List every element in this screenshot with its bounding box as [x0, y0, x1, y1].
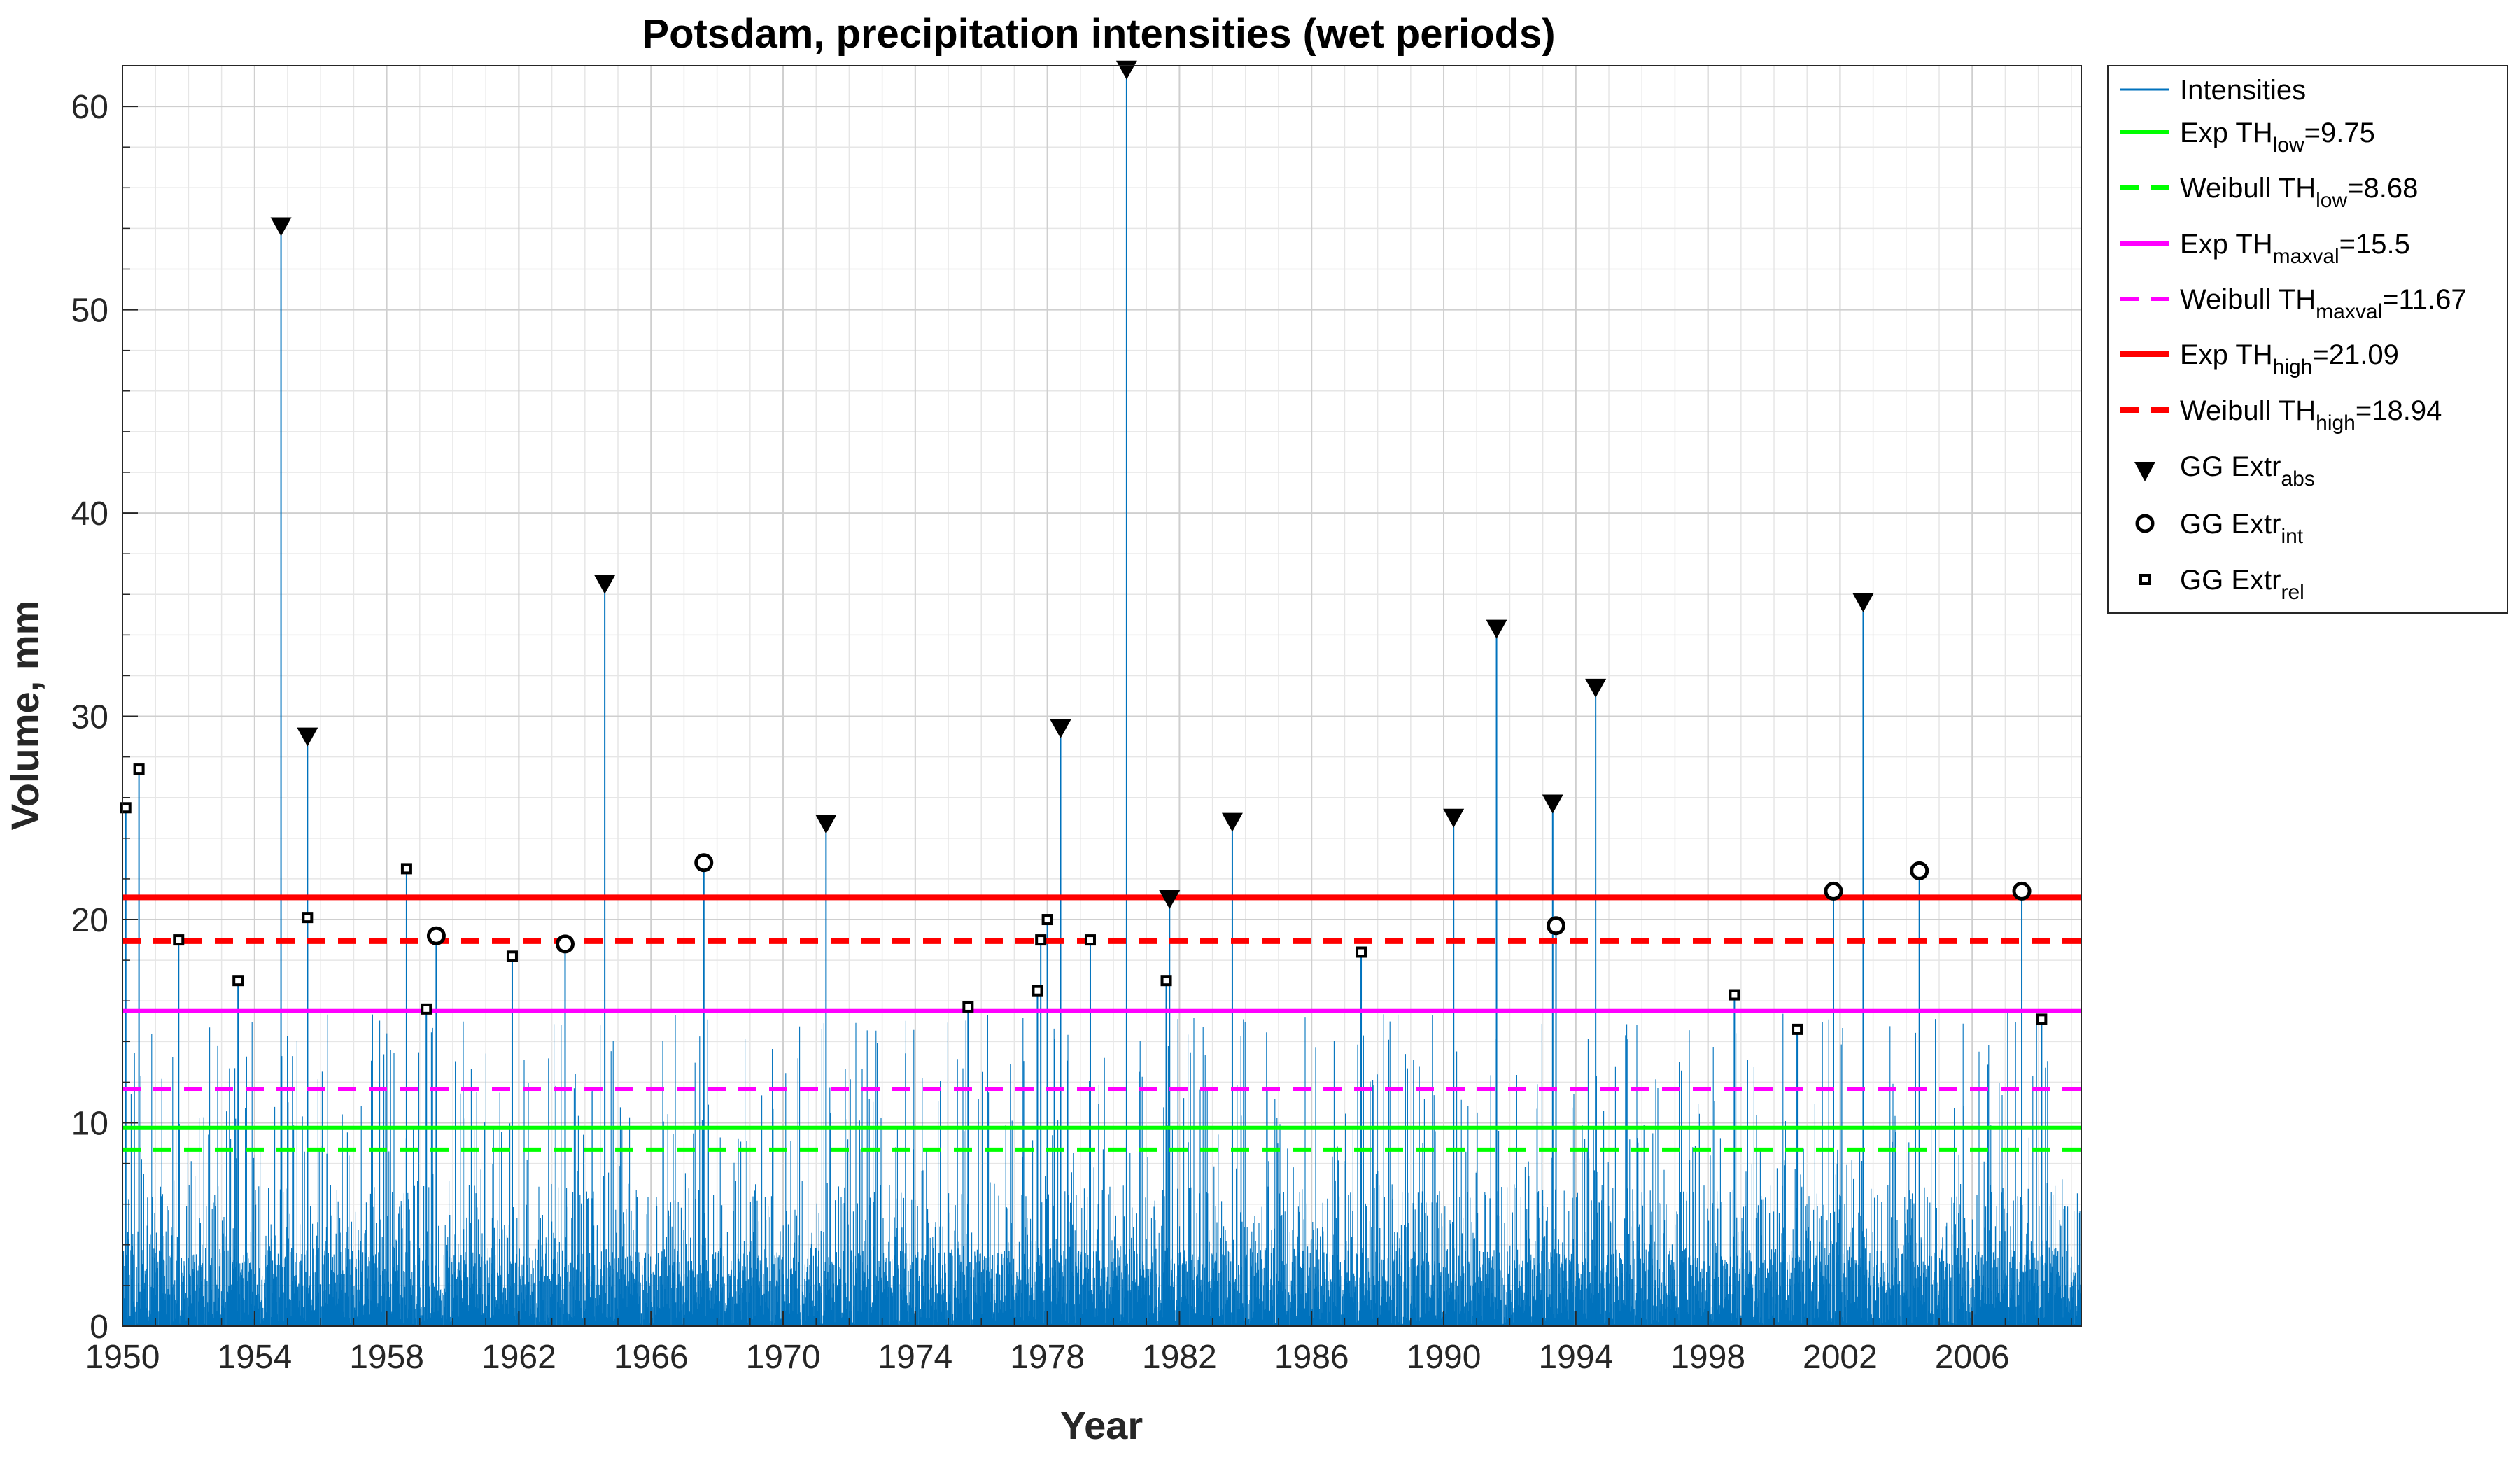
legend-box — [2107, 65, 2508, 614]
marker-gg-extr-abs — [1050, 719, 1071, 738]
marker-gg-extr-int — [1910, 861, 1929, 880]
marker-gg-extr-rel — [133, 763, 145, 775]
legend-label-gg-extr-rel: GG Extrrel — [2180, 565, 2304, 604]
marker-gg-extr-int — [426, 926, 446, 945]
x-tick-label: 1990 — [1407, 1339, 1481, 1376]
legend-entry-gg-extr-abs: GG Extrabs — [2134, 451, 2315, 491]
marker-gg-extr-rel — [962, 1001, 974, 1013]
marker-gg-extr-rel — [2036, 1013, 2048, 1025]
legend-label-weibull-th-low: Weibull THlow=8.68 — [2180, 173, 2418, 212]
x-tick-label: 1954 — [217, 1339, 292, 1376]
marker-gg-extr-rel — [506, 950, 518, 962]
marker-gg-extr-rel — [302, 912, 314, 924]
y-axis-label: Volume, mm — [3, 600, 47, 831]
legend-entry-intensities: Intensities — [2120, 75, 2306, 106]
legend-swatch-gg-extr-int — [2135, 514, 2155, 533]
y-tick-label: 40 — [71, 495, 108, 533]
marker-gg-extr-rel — [400, 863, 412, 875]
y-tick-label: 50 — [71, 293, 108, 330]
legend-label-gg-extr-abs: GG Extrabs — [2180, 451, 2315, 491]
x-tick-label: 1982 — [1142, 1339, 1217, 1376]
x-tick-label: 2002 — [1803, 1339, 1878, 1376]
marker-gg-extr-int — [694, 853, 714, 873]
marker-gg-extr-abs — [1585, 678, 1607, 698]
y-tick-label: 0 — [90, 1309, 108, 1346]
marker-gg-extr-abs — [594, 575, 616, 594]
legend-swatch-gg-extr-rel — [2139, 574, 2151, 585]
legend-label-gg-extr-int: GG Extrint — [2180, 509, 2304, 548]
marker-gg-extr-rel — [1356, 946, 1367, 958]
y-tick-label: 60 — [71, 89, 108, 126]
legend-label-exp-th-low: Exp THlow=9.75 — [2180, 118, 2375, 157]
x-tick-label: 1974 — [878, 1339, 952, 1376]
marker-gg-extr-int — [1547, 916, 1566, 936]
legend-label-weibull-th-high: Weibull THhigh=18.94 — [2180, 395, 2442, 435]
intensity-peaks — [125, 69, 2043, 1326]
marker-gg-extr-rel — [1032, 985, 1043, 997]
x-tick-label: 1962 — [481, 1339, 556, 1376]
threshold-lines — [122, 894, 2081, 1152]
marker-gg-extr-abs — [1159, 889, 1181, 909]
legend-entry-weibull-th-high: Weibull THhigh=18.94 — [2120, 395, 2442, 435]
legend-entry-gg-extr-rel: GG Extrrel — [2139, 565, 2304, 604]
x-axis-label: Year — [1060, 1403, 1143, 1447]
marker-gg-extr-rel — [1160, 975, 1172, 987]
marker-gg-extr-int — [2012, 881, 2032, 901]
legend-entry-weibull-th-low: Weibull THlow=8.68 — [2120, 173, 2418, 212]
legend-entry-exp-th-high: Exp THhigh=21.09 — [2120, 339, 2399, 379]
y-tick-label: 20 — [71, 902, 108, 939]
marker-gg-extr-rel — [1041, 914, 1053, 926]
axis-ticks: 1950 1954 1958 1962 1966 1970 1974 1978 1982 1986… — [71, 89, 2072, 1376]
marker-gg-extr-abs — [297, 727, 318, 747]
legend-entry-exp-th-low: Exp THlow=9.75 — [2120, 118, 2375, 157]
marker-gg-extr-rel — [173, 934, 185, 946]
legend-entry-weibull-th-maxval: Weibull THmaxval=11.67 — [2120, 284, 2467, 323]
marker-gg-extr-abs — [1221, 812, 1243, 832]
x-tick-label: 1970 — [746, 1339, 821, 1376]
marker-gg-extr-abs — [1852, 593, 1874, 612]
x-tick-label: 1978 — [1010, 1339, 1085, 1376]
marker-gg-extr-abs — [270, 217, 292, 237]
marker-gg-extr-rel — [421, 1003, 432, 1015]
x-tick-label: 1966 — [614, 1339, 689, 1376]
x-tick-label: 1998 — [1670, 1339, 1745, 1376]
chart-title: Potsdam, precipitation intensities (wet … — [642, 11, 1555, 57]
legend: Intensities Exp THlow=9.75 Weibull THlow… — [2107, 65, 2508, 614]
marker-gg-extr-rel — [232, 975, 244, 987]
x-tick-label: 1958 — [349, 1339, 424, 1376]
x-tick-label: 1994 — [1538, 1339, 1613, 1376]
legend-label-exp-th-high: Exp THhigh=21.09 — [2180, 339, 2399, 379]
y-tick-label: 10 — [71, 1106, 108, 1143]
marker-gg-extr-abs — [1542, 794, 1563, 814]
x-tick-label: 1950 — [85, 1339, 160, 1376]
legend-label-weibull-th-maxval: Weibull THmaxval=11.67 — [2180, 284, 2467, 323]
legend-label-intensities: Intensities — [2180, 75, 2306, 106]
marker-gg-extr-abs — [1443, 808, 1465, 828]
legend-swatch-gg-extr-abs — [2134, 462, 2155, 481]
marker-gg-extr-rel — [120, 802, 132, 814]
legend-entry-exp-th-maxval: Exp THmaxval=15.5 — [2120, 229, 2410, 268]
minor-grid — [122, 66, 2081, 1326]
marker-gg-extr-rel — [1084, 934, 1096, 946]
legend-entry-gg-extr-int: GG Extrint — [2135, 509, 2304, 548]
x-tick-label: 2006 — [1935, 1339, 2010, 1376]
marker-gg-extr-int — [1824, 881, 1843, 901]
marker-gg-extr-rel — [1792, 1023, 1803, 1035]
marker-gg-extr-abs — [815, 815, 837, 834]
extreme-markers — [120, 60, 2048, 1035]
marker-gg-extr-int — [555, 934, 575, 954]
marker-gg-extr-rel — [1729, 989, 1740, 1001]
plot-frame — [122, 65, 2082, 1327]
marker-gg-extr-abs — [1486, 619, 1507, 639]
y-tick-label: 30 — [71, 699, 108, 736]
marker-gg-extr-rel — [1035, 934, 1047, 946]
x-tick-label: 1986 — [1274, 1339, 1349, 1376]
legend-label-exp-th-maxval: Exp THmaxval=15.5 — [2180, 229, 2410, 268]
